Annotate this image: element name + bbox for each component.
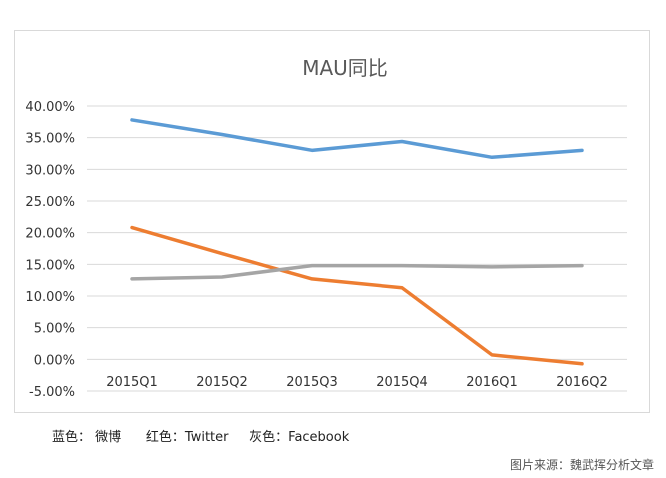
chart-frame: MAU同比 40.00% 35.00% 30.00% 25.00% 20.00% 15.0… — [14, 30, 650, 413]
x-tick-label: 2016Q1 — [466, 375, 518, 390]
mau-line-chart: MAU同比 40.00% 35.00% 30.00% 25.00% 20.00% 15.0… — [25, 56, 627, 400]
legend-note: 蓝色： 微博 红色：Twitter 灰色：Facebook — [52, 430, 350, 445]
gridlines — [87, 105, 627, 392]
series-lines — [130, 118, 584, 366]
chart-title: MAU同比 — [302, 56, 388, 80]
y-tick-label: 10.00% — [25, 290, 75, 305]
x-tick-label: 2015Q2 — [196, 375, 248, 390]
y-tick-label: 20.00% — [25, 227, 75, 242]
x-tick-labels: 2015Q1 2015Q2 2015Q3 2015Q4 2016Q1 2016Q2 — [106, 375, 608, 390]
image-source: 图片来源：魏武挥分析文章 — [509, 458, 654, 472]
x-tick-label: 2016Q2 — [556, 375, 608, 390]
y-tick-label: 0.00% — [34, 353, 75, 368]
y-tick-label: 35.00% — [25, 132, 75, 147]
series-line-twitter — [130, 225, 584, 366]
y-tick-labels: 40.00% 35.00% 30.00% 25.00% 20.00% 15.00% 10.0… — [25, 100, 75, 400]
x-tick-label: 2015Q3 — [286, 375, 338, 390]
y-tick-label: 25.00% — [25, 195, 75, 210]
y-tick-label: -5.00% — [29, 385, 75, 400]
y-tick-label: 5.00% — [34, 322, 75, 337]
y-tick-label: 40.00% — [25, 100, 75, 115]
series-line-weibo — [130, 118, 584, 160]
x-tick-label: 2015Q1 — [106, 375, 158, 390]
y-tick-label: 15.00% — [25, 258, 75, 273]
x-tick-label: 2015Q4 — [376, 375, 428, 390]
series-line-facebook — [130, 263, 584, 281]
y-tick-label: 30.00% — [25, 163, 75, 178]
